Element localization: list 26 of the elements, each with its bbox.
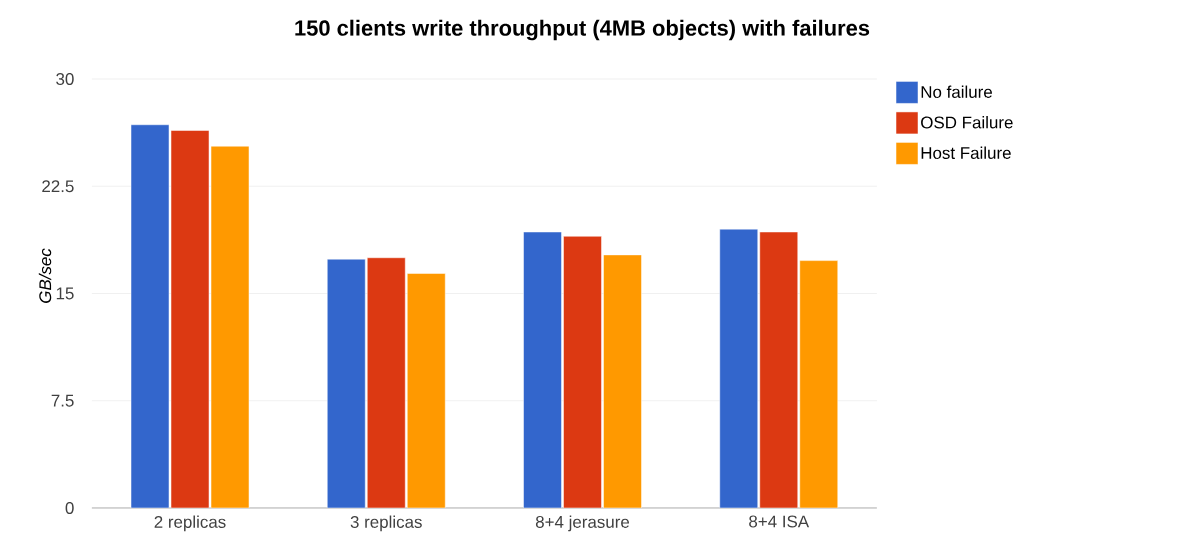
bar xyxy=(799,260,839,508)
y-tick-label: 22.5 xyxy=(42,180,74,193)
bar xyxy=(603,254,642,508)
bar xyxy=(563,236,602,508)
bar xyxy=(719,228,759,508)
bar xyxy=(210,145,250,508)
bar xyxy=(523,231,562,508)
y-tick-label: 0 xyxy=(65,501,74,514)
x-tick-label: 8+4 ISA xyxy=(749,515,810,528)
bar xyxy=(170,130,210,508)
bar xyxy=(759,231,799,508)
bar xyxy=(367,257,406,508)
x-tick-label: 2 replicas xyxy=(154,515,226,532)
legend-label: Host Failure xyxy=(921,146,1011,159)
legend-label: No failure xyxy=(921,85,992,98)
bar xyxy=(327,258,366,508)
legend-label: OSD Failure xyxy=(921,116,1013,129)
chart-title: 150 clients write throughput (4MB objects) with failures xyxy=(295,19,870,41)
x-tick-label: 8+4 jerasure xyxy=(535,515,630,532)
bar xyxy=(130,124,170,508)
y-axis-title: GB/sec xyxy=(38,248,52,303)
y-tick-label: 15 xyxy=(56,287,74,300)
bar xyxy=(407,273,446,508)
y-tick-label: 30 xyxy=(56,72,74,85)
y-tick-label: 7.5 xyxy=(51,394,74,407)
x-tick-label: 3 replicas xyxy=(350,515,422,532)
